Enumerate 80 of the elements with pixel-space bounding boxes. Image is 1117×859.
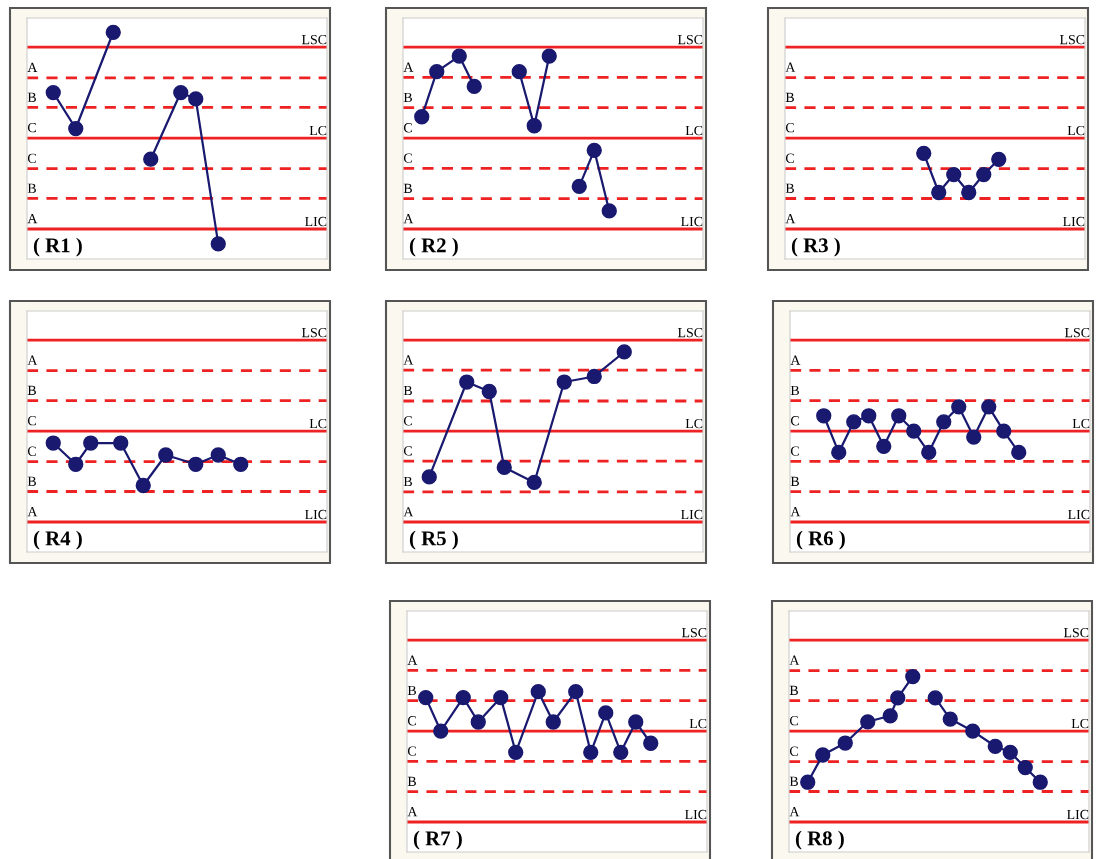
ref-line-label: LC (1067, 125, 1085, 136)
ref-line-label: LSC (1063, 627, 1089, 638)
annotation: B (403, 92, 412, 103)
text: A (790, 355, 801, 365)
ref-line-label: LC (309, 418, 327, 429)
ref-line-label: LC (685, 125, 703, 136)
text: ( R2 ) (409, 237, 458, 257)
annotation: C (27, 122, 36, 133)
text: A (789, 807, 800, 817)
ref-line-label: LIC (1067, 809, 1089, 820)
annotation: C (789, 746, 798, 756)
ref-line-label: LIC (685, 809, 707, 820)
annotation: C (789, 716, 798, 726)
annotation: C (403, 153, 412, 163)
text: A (789, 655, 800, 665)
annotation: C (27, 446, 36, 456)
text: A (407, 655, 418, 665)
ref-line-label: LIC (681, 509, 703, 520)
annotation: B (27, 92, 36, 102)
ref-line-label: LSC (301, 327, 327, 338)
annotation: B (27, 183, 36, 193)
annotation: C (403, 416, 412, 426)
text: A (407, 807, 418, 817)
ref-line-label: LIC (681, 216, 703, 227)
text: A (27, 507, 38, 517)
annotation: C (790, 446, 799, 456)
ref-line-label: LSC (677, 34, 703, 45)
text: B (785, 92, 794, 102)
text: A (785, 62, 796, 72)
text: C (785, 123, 794, 133)
annotation: B (789, 776, 798, 786)
ref-line-label: LIC (1068, 509, 1090, 520)
annotation: C (27, 153, 36, 163)
text: A (403, 214, 414, 224)
annotation: B (403, 476, 412, 487)
ref-line-label: LC (685, 418, 703, 429)
text: C (27, 416, 36, 426)
ref-line-label: LIC (305, 509, 327, 520)
ref-line-label: LSC (677, 327, 703, 338)
annotation: B (403, 183, 412, 193)
annotation: A (403, 355, 414, 365)
text: B (790, 476, 799, 486)
ref-line-label: LC (309, 125, 327, 136)
annotation: C (407, 746, 416, 756)
ref-line-label: LSC (1064, 327, 1090, 338)
annotation: A (27, 213, 38, 224)
text: B (407, 776, 416, 786)
annotation: C (403, 446, 412, 456)
annotation: B (785, 183, 794, 193)
ref-line-label: LC (1071, 718, 1089, 729)
annotation: B (403, 385, 412, 396)
text: ( R5 ) (409, 530, 458, 550)
text: A (403, 507, 414, 517)
text: A (27, 355, 38, 365)
annotation: B (407, 685, 416, 696)
text: ( R4 ) (33, 530, 82, 550)
text: ( R8 ) (795, 830, 844, 850)
annotation: C (407, 716, 416, 726)
ref-line-label: LIC (1063, 216, 1085, 227)
annotation: B (27, 476, 36, 486)
ref-line-label: LC (689, 718, 707, 729)
text: ( R7 ) (413, 830, 462, 850)
text: ( R6 ) (796, 530, 845, 550)
ref-line-label: LSC (681, 627, 707, 638)
text: ( R3 ) (791, 237, 840, 257)
text: A (785, 214, 796, 224)
annotation: C (403, 123, 412, 133)
annotation: B (789, 685, 798, 695)
ref-line-label: LSC (301, 34, 327, 45)
annotation: C (790, 416, 799, 426)
ref-line-label: LSC (1059, 34, 1085, 45)
ref-line-label: LIC (305, 216, 327, 227)
ref-line-label: LC (1072, 418, 1090, 429)
annotation: A (27, 62, 38, 72)
text: B (790, 385, 799, 396)
text: B (27, 385, 36, 395)
annotation: C (785, 153, 794, 163)
annotation: A (403, 62, 414, 72)
text: A (790, 507, 801, 517)
text: ( R1 ) (33, 237, 82, 257)
